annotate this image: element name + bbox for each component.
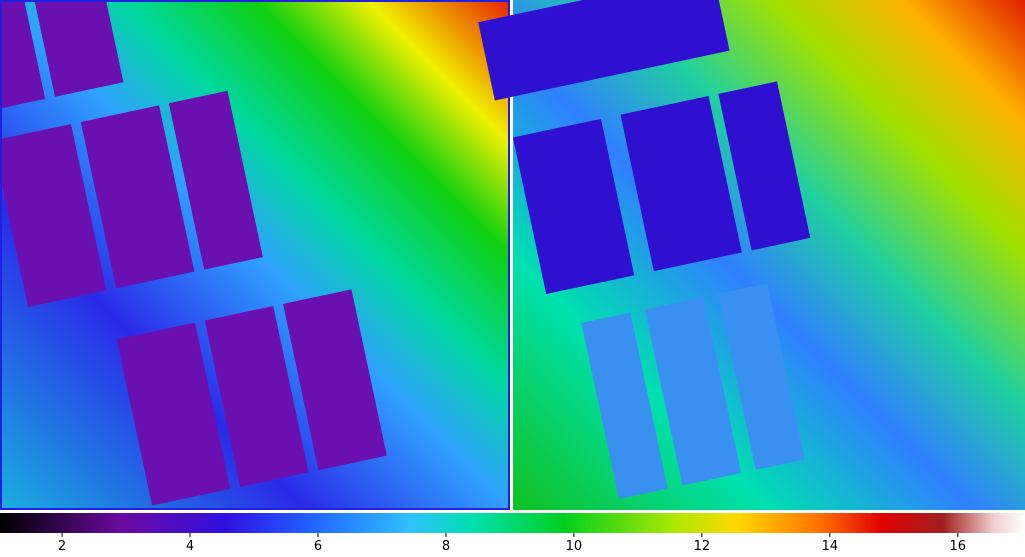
tiles-right-lower <box>581 283 805 500</box>
tiles-right <box>478 0 811 295</box>
tick-label: 14 <box>822 539 839 553</box>
colorbar <box>0 513 1025 533</box>
colorbar-ticks: 2 4 6 8 10 12 14 16 <box>58 533 967 554</box>
tick-label: 4 <box>186 539 194 553</box>
panel-border <box>0 0 510 510</box>
tiles-left <box>0 0 387 506</box>
tick-label: 12 <box>694 539 711 553</box>
left-panel[interactable] <box>0 0 510 524</box>
tick-label: 2 <box>58 539 66 553</box>
right-panel[interactable] <box>478 0 1025 510</box>
tick-label: 6 <box>314 539 322 553</box>
tick-label: 8 <box>442 539 450 553</box>
tick-label: 10 <box>566 539 583 553</box>
tick-label: 16 <box>950 539 967 553</box>
